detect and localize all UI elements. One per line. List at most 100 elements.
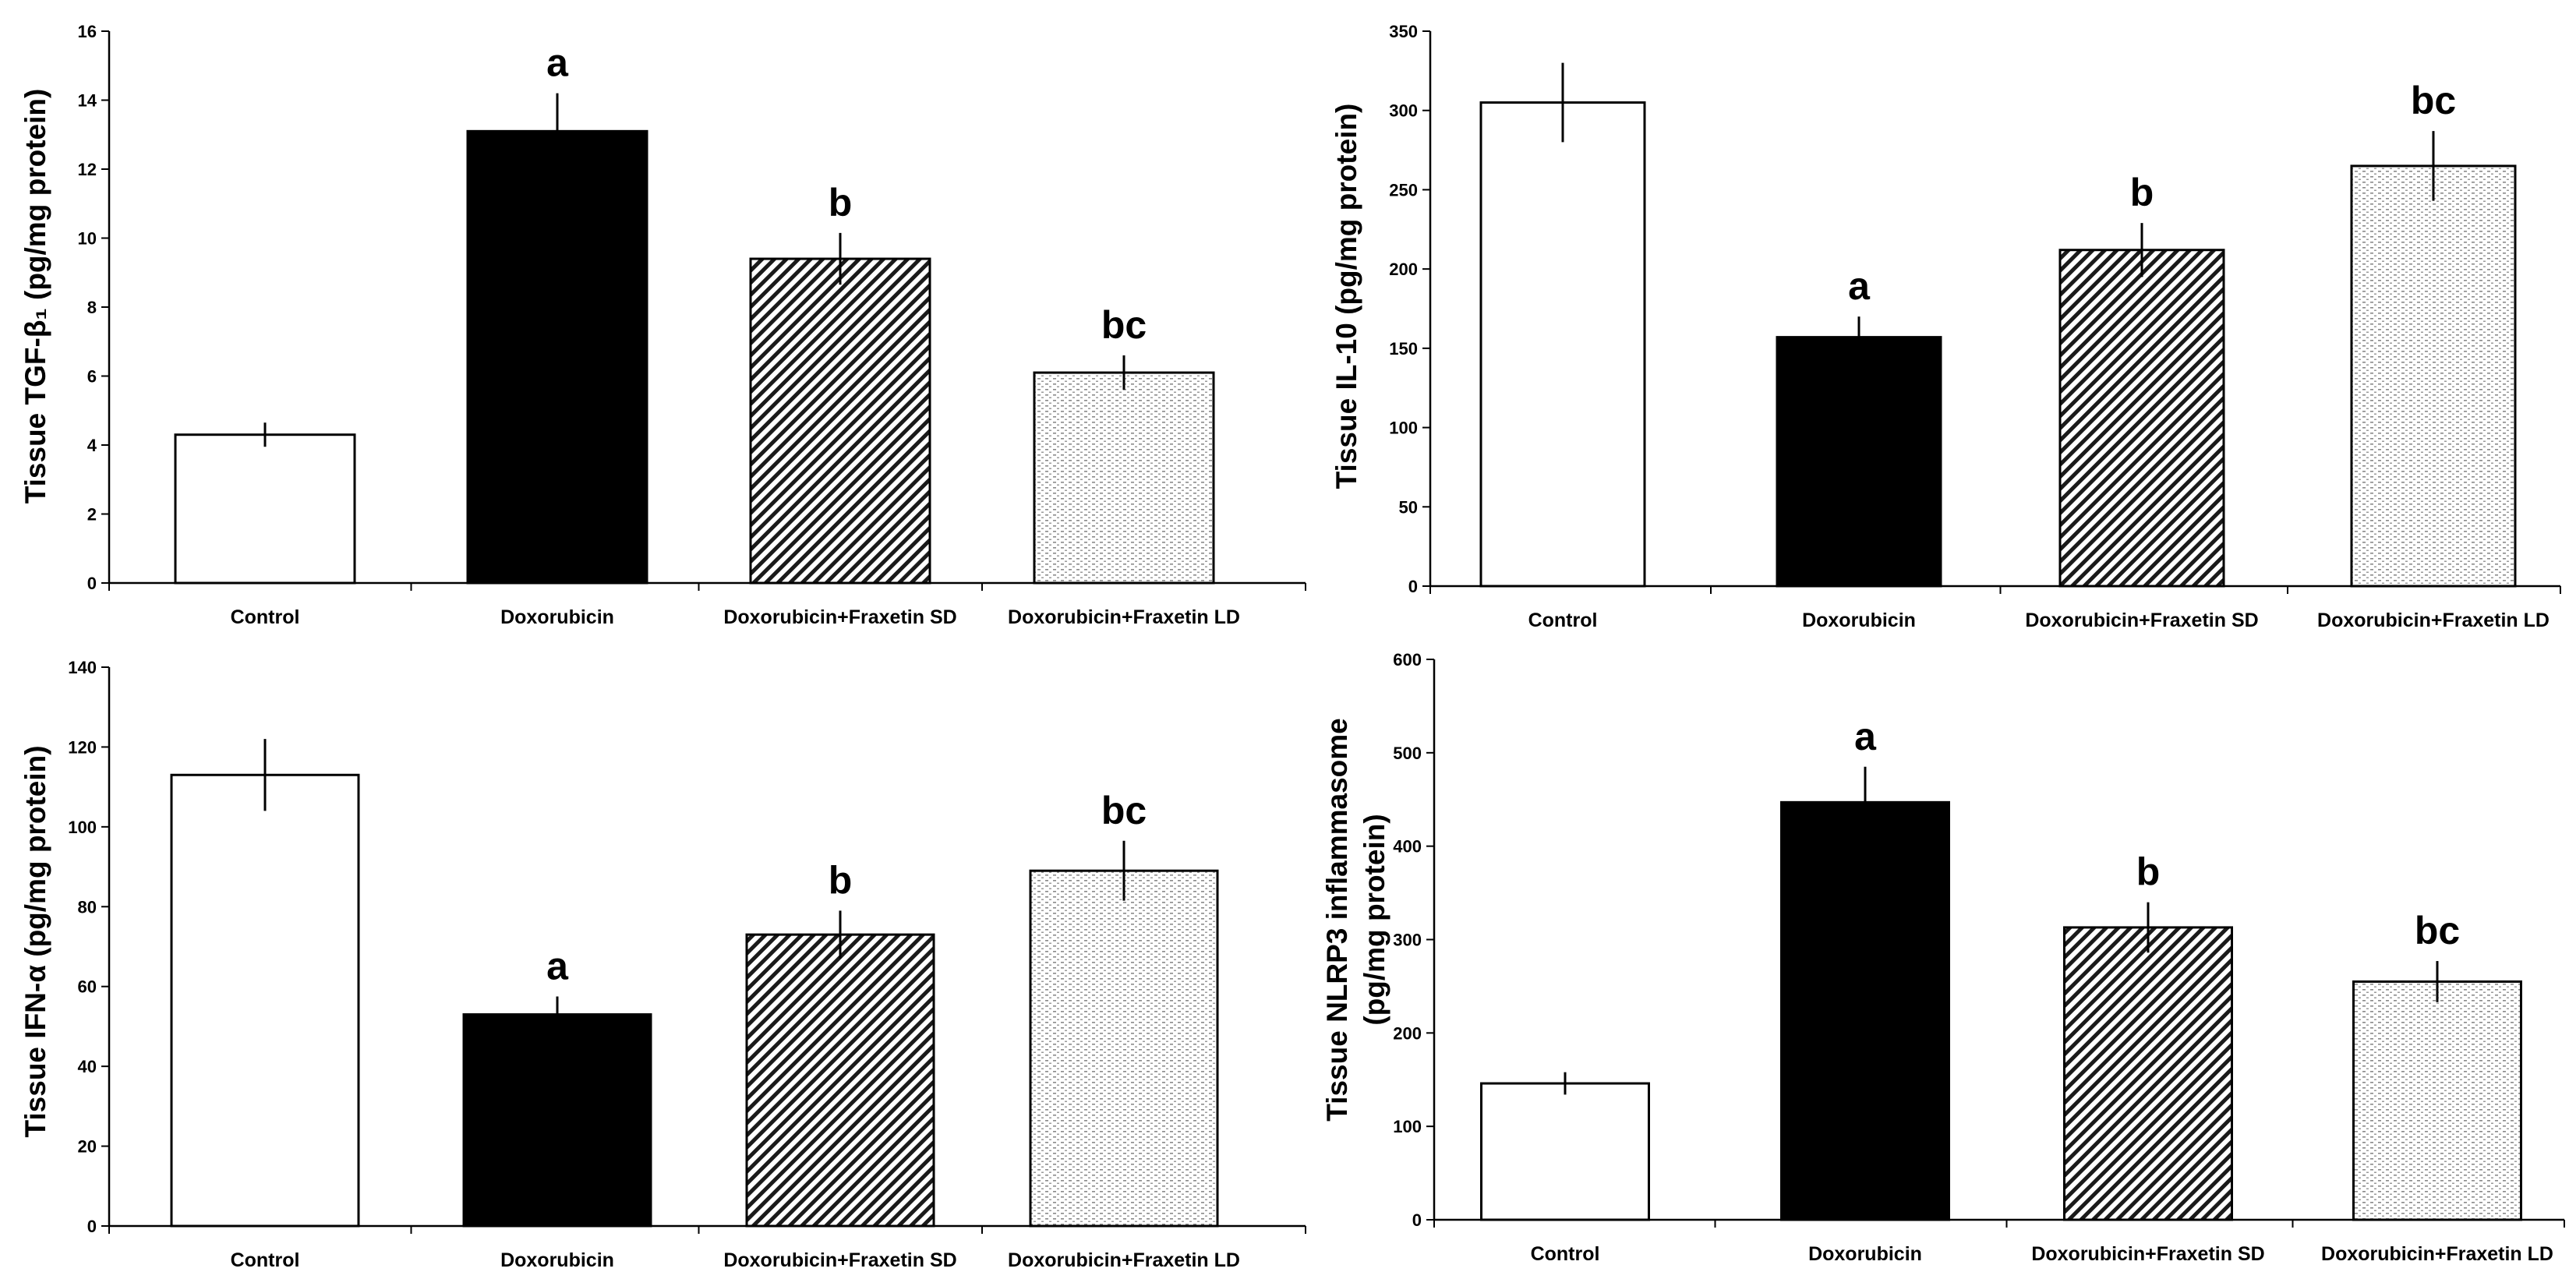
y-ticks: 0 2 4 6 8 10 12 14 16 — [78, 22, 1306, 593]
bar-2 — [462, 1013, 652, 1228]
significance-label: a — [546, 945, 569, 988]
chart-panel-il10: Tissue IL-10 (pg/mg protein) 0 50 100 150 20… — [1330, 22, 2561, 631]
bar-1 — [1479, 101, 1646, 588]
y-axis-label: Tissue IL-10 (pg/mg protein) — [1330, 104, 1362, 489]
y-tick-label: 80 — [78, 897, 97, 917]
y-tick-label: 6 — [87, 367, 97, 387]
category-labels: Control Doxorubicin Doxorubicin+Fraxetin S… — [231, 1249, 1240, 1271]
category-label: Control — [1528, 609, 1598, 631]
significance-labels: a b bc — [546, 789, 1147, 988]
error-bars — [263, 93, 1125, 447]
bars — [170, 773, 1219, 1228]
y-tick-label: 8 — [87, 298, 97, 317]
y-tick-label: 0 — [87, 574, 97, 593]
y-tick-label: 120 — [68, 737, 97, 757]
bar-3 — [745, 933, 935, 1228]
bar-4 — [2352, 980, 2522, 1221]
category-label: Doxorubicin+Fraxetin LD — [1008, 1249, 1240, 1271]
y-axis-label: Tissue IFN-α (pg/mg protein) — [19, 745, 51, 1137]
bar-3 — [749, 257, 931, 585]
y-axis-label: Tissue NLRP3 inflammasome — [1321, 718, 1353, 1122]
y-tick-label: 300 — [1393, 931, 1422, 950]
significance-label: bc — [1101, 303, 1147, 347]
y-tick-label: 10 — [78, 229, 97, 249]
category-label: Doxorubicin — [1808, 1243, 1922, 1265]
significance-label: a — [1854, 715, 1877, 758]
y-axis-label-line2: (pg/mg protein) — [1359, 814, 1390, 1025]
bars — [1480, 800, 2522, 1221]
chart-panel-ifn-alpha: Tissue IFN-α (pg/mg protein) 0 20 40 60 80 10… — [19, 658, 1306, 1271]
bar-3 — [2063, 926, 2233, 1221]
y-tick-label: 100 — [1393, 1117, 1422, 1136]
category-label: Control — [231, 1249, 300, 1271]
y-tick-label: 150 — [1389, 339, 1418, 359]
category-labels: Control Doxorubicin Doxorubicin+Fraxetin S… — [231, 606, 1240, 628]
category-label: Doxorubicin+Fraxetin LD — [2317, 609, 2549, 631]
significance-label: a — [546, 41, 569, 85]
significance-label: b — [2136, 850, 2161, 894]
significance-labels: a b bc — [546, 41, 1147, 347]
bar-4 — [1033, 371, 1215, 585]
bar-2 — [1776, 336, 1942, 588]
category-label: Control — [231, 606, 300, 628]
bars — [174, 129, 1215, 585]
y-tick-label: 20 — [78, 1137, 97, 1157]
y-tick-label: 300 — [1389, 101, 1418, 121]
y-tick-label: 140 — [68, 658, 97, 677]
y-tick-label: 0 — [87, 1217, 97, 1236]
y-tick-label: 14 — [78, 91, 97, 111]
bar-1 — [1480, 1082, 1650, 1221]
chart-panel-nlrp3: Tissue NLRP3 inflammasome (pg/mg protein… — [1321, 650, 2565, 1265]
category-labels: Control Doxorubicin Doxorubicin+Fraxetin S… — [1531, 1243, 2553, 1265]
y-tick-label: 200 — [1389, 260, 1418, 279]
error-bars — [1564, 766, 2439, 1095]
bars — [1479, 101, 2517, 588]
y-tick-label: 12 — [78, 160, 97, 179]
bar-2 — [1780, 800, 1950, 1221]
y-tick-label: 2 — [87, 505, 97, 525]
y-tick-label: 50 — [1399, 497, 1418, 517]
significance-labels: a b bc — [1854, 715, 2460, 952]
y-tick-label: 100 — [68, 818, 97, 837]
category-label: Doxorubicin+Fraxetin SD — [723, 606, 956, 628]
category-label: Doxorubicin — [500, 1249, 614, 1271]
y-tick-label: 16 — [78, 22, 97, 41]
y-tick-label: 500 — [1393, 744, 1422, 763]
chart-panel-tgf-beta1: Tissue TGF-β₁ (pg/mg protein) 0 2 4 6 8 10 12 1… — [19, 22, 1306, 628]
y-tick-label: 0 — [1412, 1210, 1422, 1230]
significance-label: bc — [1101, 789, 1147, 832]
bar-4 — [2350, 164, 2517, 588]
category-label: Doxorubicin+Fraxetin LD — [2321, 1243, 2553, 1265]
y-ticks: 0 50 100 150 200 250 300 350 — [1389, 22, 2561, 596]
category-label: Doxorubicin+Fraxetin LD — [1008, 606, 1240, 628]
y-tick-label: 0 — [1408, 577, 1418, 596]
category-label: Doxorubicin — [500, 606, 614, 628]
bar-2 — [466, 129, 648, 585]
error-bars — [1561, 62, 2435, 359]
y-tick-label: 4 — [87, 436, 97, 455]
bar-3 — [2058, 249, 2225, 588]
bar-1 — [174, 433, 356, 585]
y-ticks: 0 100 200 300 400 500 600 — [1393, 650, 2565, 1230]
bar-4 — [1029, 869, 1219, 1228]
significance-label: b — [829, 181, 853, 224]
y-tick-label: 200 — [1393, 1023, 1422, 1043]
category-label: Doxorubicin+Fraxetin SD — [723, 1249, 956, 1271]
category-labels: Control Doxorubicin Doxorubicin+Fraxetin S… — [1528, 609, 2549, 631]
y-ticks: 0 20 40 60 80 100 120 140 — [68, 658, 1306, 1236]
bar-1 — [170, 773, 360, 1228]
significance-label: bc — [2415, 909, 2460, 952]
y-tick-label: 250 — [1389, 180, 1418, 200]
y-tick-label: 350 — [1389, 22, 1418, 41]
y-tick-label: 60 — [78, 977, 97, 997]
error-bars — [263, 739, 1125, 1033]
significance-label: bc — [2411, 79, 2456, 122]
significance-labels: a b bc — [1848, 79, 2456, 308]
category-label: Control — [1531, 1243, 1600, 1265]
significance-label: b — [829, 858, 853, 902]
category-label: Doxorubicin+Fraxetin SD — [2025, 609, 2258, 631]
y-axis-label: Tissue TGF-β₁ (pg/mg protein) — [19, 89, 51, 504]
significance-label: a — [1848, 264, 1871, 308]
y-tick-label: 40 — [78, 1057, 97, 1076]
